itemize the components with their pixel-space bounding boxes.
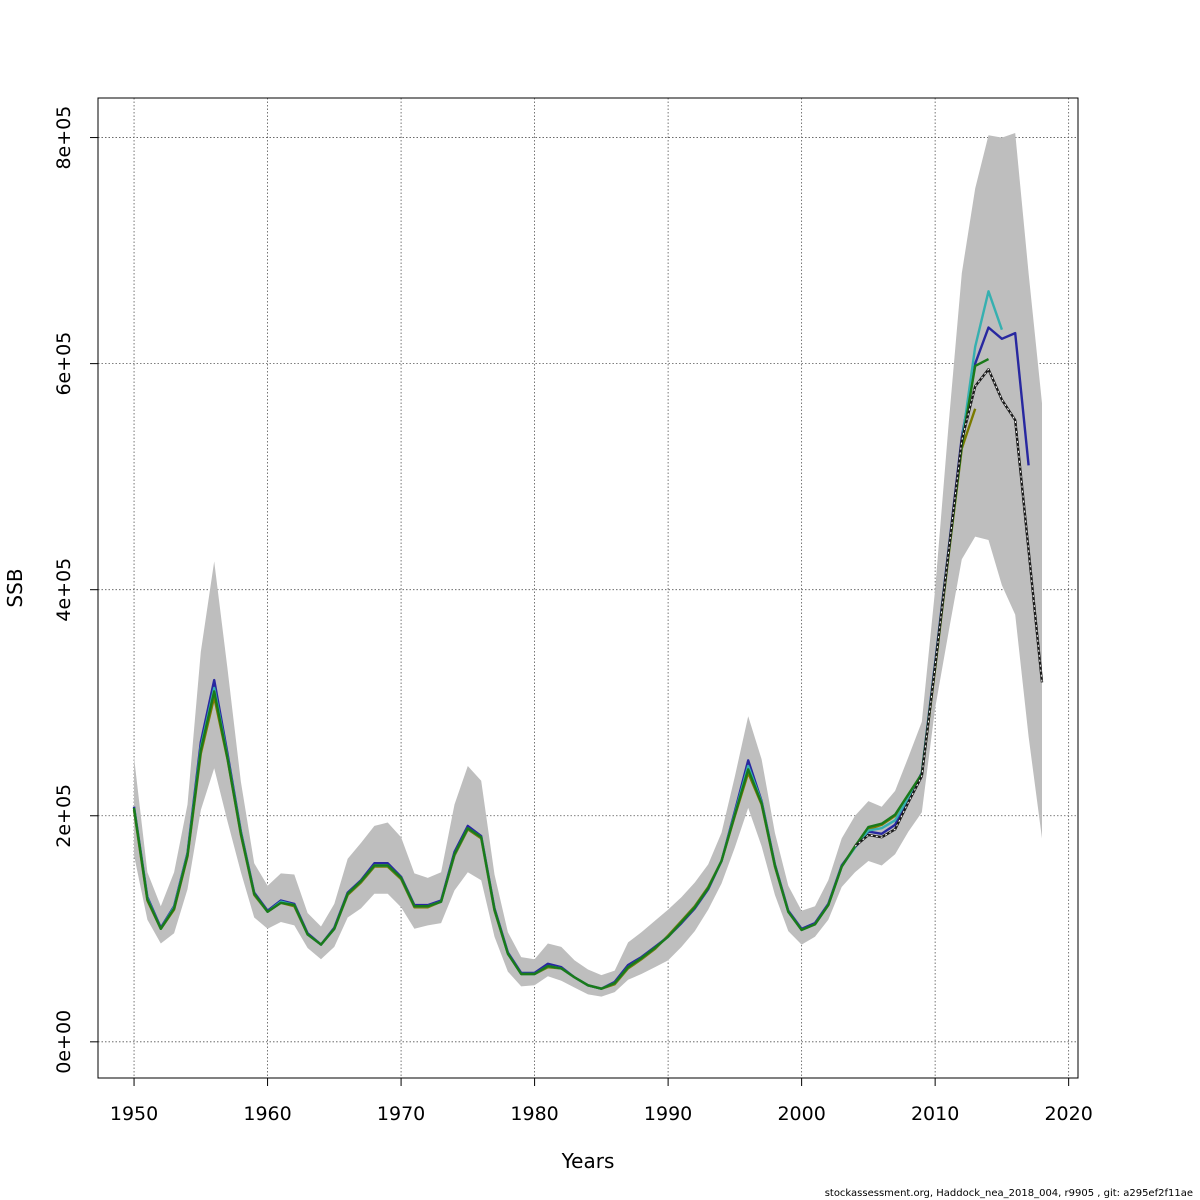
y-tick-label: 6e+05 <box>53 332 75 396</box>
x-tick-label: 1980 <box>510 1103 558 1125</box>
x-tick-label: 1990 <box>644 1103 692 1125</box>
x-axis: 1950 1960 1970 1980 1990 2000 2010 2020 <box>110 1077 1093 1125</box>
y-tick-label: 8e+05 <box>53 106 75 170</box>
series-layer <box>132 290 1044 990</box>
x-tick-label: 2000 <box>777 1103 825 1125</box>
x-axis-title: Years <box>561 1149 615 1173</box>
y-axis: 0e+00 2e+05 4e+05 6e+05 8e+05 <box>53 106 99 1074</box>
confidence-band-layer <box>134 133 1042 997</box>
ssb-series-dotted-overlay <box>854 368 1043 847</box>
y-tick-label: 0e+00 <box>53 1010 75 1074</box>
x-tick-label: 2020 <box>1044 1103 1092 1125</box>
x-tick-label: 1960 <box>243 1103 291 1125</box>
x-tick-label: 2010 <box>911 1103 959 1125</box>
x-tick-label: 1970 <box>377 1103 425 1125</box>
ssb-confidence-band <box>134 133 1042 997</box>
grid-lines <box>98 98 1078 1078</box>
y-axis-title: SSB <box>3 568 27 607</box>
plot-frame <box>97 97 1079 1079</box>
y-tick-label: 4e+05 <box>53 558 75 622</box>
footer-credit: stockassessment.org, Haddock_nea_2018_00… <box>825 1188 1193 1199</box>
y-tick-label: 2e+05 <box>53 784 75 848</box>
x-tick-label: 1950 <box>110 1103 158 1125</box>
ssb-series-line-4 <box>132 358 990 990</box>
